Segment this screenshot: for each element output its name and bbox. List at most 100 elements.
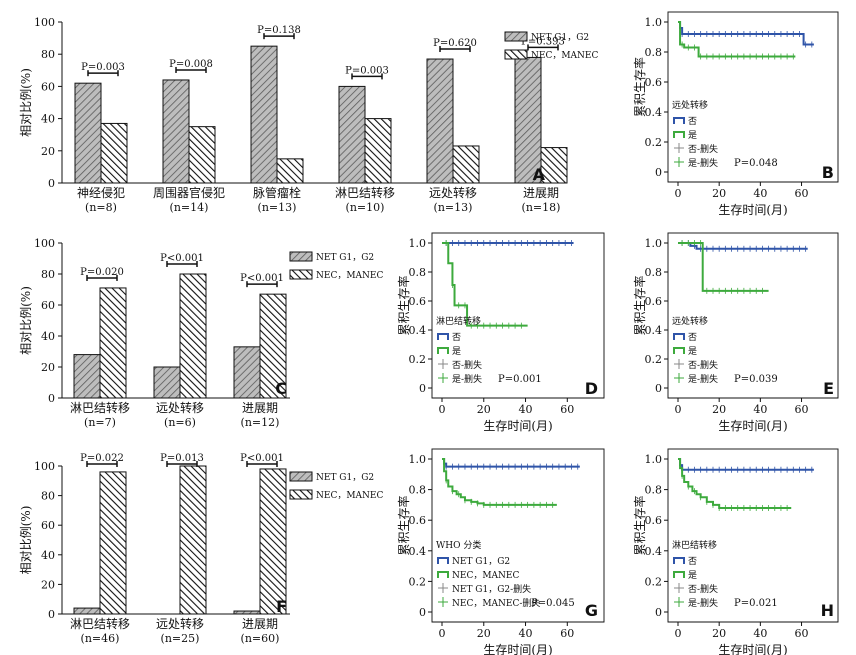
legend-title: WHO 分类 bbox=[436, 539, 481, 551]
y-tick-label: 40 bbox=[41, 330, 55, 343]
category-label: 远处转移 bbox=[156, 400, 204, 415]
legend-label: 否 bbox=[452, 332, 461, 343]
km-chart-H: 0 0.2 0.4 0.6 0.8 1.0 0 20 40 60 生存时间(月) 累积生存率 淋巴结转移… bbox=[632, 448, 839, 655]
survival-curve-green bbox=[442, 242, 528, 327]
y-axis-label: 累积生存率 bbox=[632, 57, 647, 117]
legend-label: 否 bbox=[688, 332, 697, 343]
legend-label: 是-删失 bbox=[688, 373, 718, 385]
legend-title: 淋巴结转移 bbox=[436, 315, 481, 327]
category-label: 周围器官侵犯 bbox=[153, 185, 225, 200]
legend-swatch bbox=[673, 557, 685, 564]
x-tick-label: 40 bbox=[519, 627, 533, 640]
bar-net bbox=[233, 346, 261, 399]
y-axis-label: 相对比例(%) bbox=[19, 286, 33, 355]
y-tick-label: 40 bbox=[41, 113, 55, 126]
panel-letter: G bbox=[585, 601, 598, 620]
legend-label: 是 bbox=[452, 346, 461, 357]
plot-frame bbox=[431, 448, 605, 623]
x-tick-label: 40 bbox=[753, 187, 767, 200]
y-tick-label: 0 bbox=[655, 606, 662, 619]
x-tick-label: 0 bbox=[675, 627, 682, 640]
y-tick-label: 0.6 bbox=[645, 514, 663, 527]
bar-nec bbox=[179, 273, 207, 399]
category-n-label: (n=46) bbox=[81, 632, 120, 645]
bar-nec bbox=[540, 147, 568, 184]
p-value-label: P=0.020 bbox=[80, 267, 124, 278]
legend-swatch bbox=[673, 347, 685, 354]
x-tick-label: 20 bbox=[477, 403, 491, 416]
x-tick-label: 60 bbox=[795, 627, 809, 640]
y-tick-label: 0.8 bbox=[409, 266, 427, 279]
y-tick-label: 1.0 bbox=[645, 237, 663, 250]
x-tick-label: 60 bbox=[560, 403, 574, 416]
legend-swatch bbox=[673, 117, 685, 124]
legend-label: NET G1，G2 bbox=[316, 473, 374, 483]
p-value-label: P=0.008 bbox=[169, 59, 213, 70]
y-tick-label: 0.2 bbox=[409, 575, 427, 588]
legend-swatch-nec bbox=[289, 269, 313, 280]
legend-label: 否 bbox=[688, 116, 697, 127]
y-tick-label: 0.6 bbox=[645, 76, 663, 89]
category-n-label: (n=25) bbox=[161, 632, 200, 645]
y-tick-label: 80 bbox=[41, 48, 55, 61]
bar-nec bbox=[99, 471, 127, 615]
y-tick-label: 60 bbox=[41, 80, 55, 93]
legend-label: NEC，MANEC bbox=[316, 491, 383, 501]
x-tick-label: 0 bbox=[675, 403, 682, 416]
legend-label: 否-删失 bbox=[688, 359, 718, 371]
panel-letter: F bbox=[276, 597, 287, 616]
category-n-label: (n=8) bbox=[85, 201, 117, 214]
x-tick-label: 40 bbox=[753, 627, 767, 640]
p-value-label: P=0.003 bbox=[345, 65, 389, 76]
y-tick-label: 1.0 bbox=[409, 237, 427, 250]
x-axis-label: 生存时间(月) bbox=[483, 419, 552, 433]
bar-net bbox=[162, 79, 190, 184]
category-n-label: (n=7) bbox=[84, 416, 116, 429]
x-tick-label: 40 bbox=[753, 403, 767, 416]
bar-nec bbox=[259, 468, 287, 615]
y-tick-label: 40 bbox=[41, 549, 55, 562]
p-value-label: P=0.003 bbox=[81, 62, 125, 73]
y-tick-label: 1.0 bbox=[645, 16, 663, 29]
y-tick-label: 1.0 bbox=[409, 453, 427, 466]
legend-label: NET G1，G2 bbox=[452, 557, 510, 567]
y-tick-label: 0.2 bbox=[409, 353, 427, 366]
y-tick-label: 0 bbox=[48, 177, 55, 190]
plot-frame bbox=[667, 448, 839, 623]
legend-label: NET G1，G2 bbox=[531, 33, 589, 43]
p-value-label: P=0.620 bbox=[433, 38, 477, 49]
y-tick-label: 80 bbox=[41, 490, 55, 503]
y-tick-label: 100 bbox=[34, 237, 55, 250]
p-value-label: P=0.393 bbox=[521, 36, 565, 47]
category-label: 神经侵犯 bbox=[77, 185, 125, 200]
p-value-label: P=0.045 bbox=[531, 598, 575, 609]
legend-label: 否-删失 bbox=[688, 583, 718, 595]
legend-swatch bbox=[673, 571, 685, 578]
km-chart-B: 0 0.2 0.4 0.6 0.8 1.0 0 20 40 60 生存时间(月) 累积生存率 远处转移否… bbox=[632, 11, 839, 217]
p-value-label: P=0.039 bbox=[734, 374, 778, 385]
p-value-label: P=0.022 bbox=[80, 453, 124, 464]
survival-curve-green bbox=[678, 21, 796, 58]
p-value-label: P=0.048 bbox=[734, 158, 778, 169]
y-tick-label: 0.4 bbox=[645, 106, 663, 119]
bar-net bbox=[74, 82, 102, 184]
km-chart-G: 0 0.2 0.4 0.6 0.8 1.0 0 20 40 60 生存时间(月) 累积生存率 WHO 分… bbox=[396, 448, 605, 655]
legend-label: 是 bbox=[688, 570, 697, 581]
x-tick-label: 60 bbox=[795, 403, 809, 416]
survival-curve-green bbox=[678, 458, 792, 509]
category-n-label: (n=6) bbox=[164, 416, 196, 429]
plot-frame bbox=[667, 11, 839, 183]
legend-label: 是 bbox=[688, 130, 697, 141]
y-tick-label: 0 bbox=[48, 608, 55, 621]
p-value-label: P<0.001 bbox=[160, 253, 204, 264]
y-tick-label: 0.6 bbox=[409, 295, 427, 308]
y-tick-label: 0 bbox=[419, 382, 426, 395]
x-tick-label: 0 bbox=[439, 627, 446, 640]
bar-chart-A: 0 20 40 60 80 100 相对比例(%) P=0.003 神经侵犯(n=8) P=0.0… bbox=[19, 16, 598, 214]
panel-letter: E bbox=[823, 379, 834, 398]
legend-label: 否 bbox=[688, 556, 697, 567]
y-tick-label: 1.0 bbox=[645, 453, 663, 466]
x-tick-label: 20 bbox=[712, 403, 726, 416]
x-axis-label: 生存时间(月) bbox=[718, 643, 787, 655]
